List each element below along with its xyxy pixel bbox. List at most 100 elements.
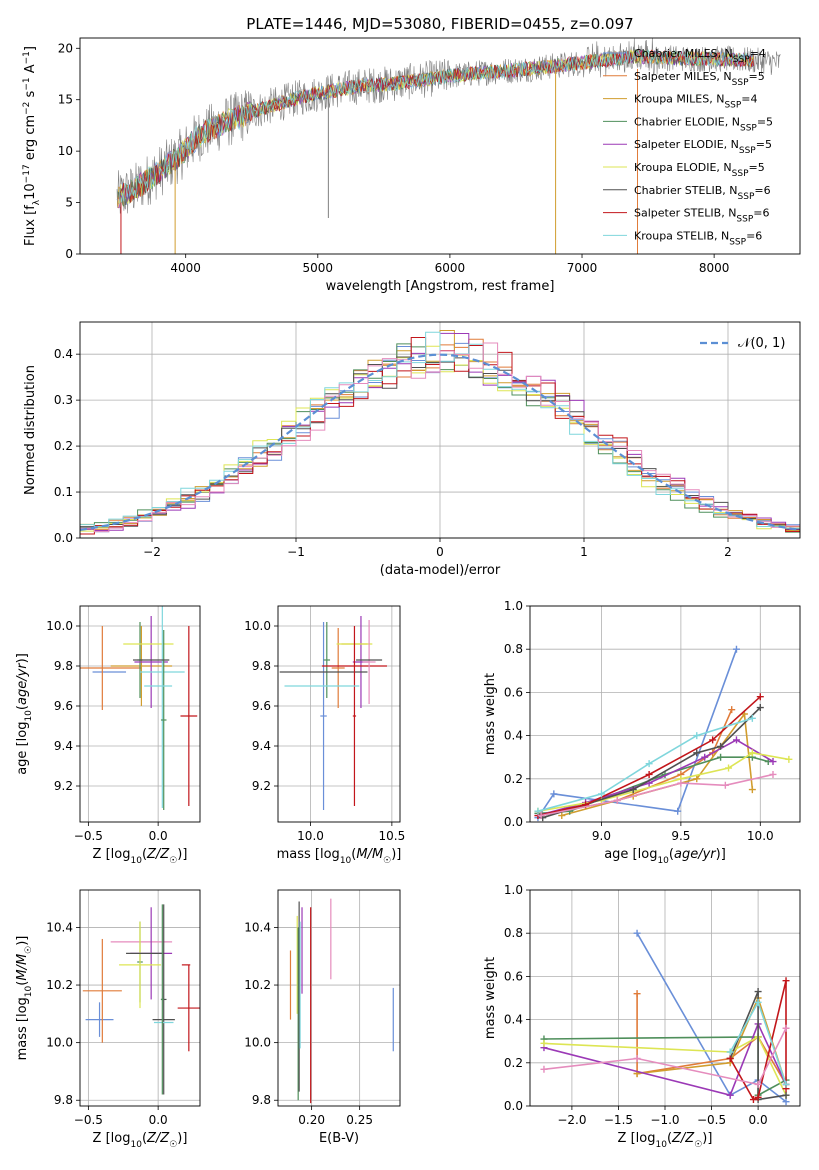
panel-massweight-vs-Z: −2.0 −1.5 −1.0 −0.5 0.0 0.0 0.2 0.4 0.6 0.8 1.0 Z […	[483, 883, 801, 1150]
label-part: ☉	[694, 1140, 702, 1150]
x-tick-label: 10.0	[747, 829, 774, 843]
model-spectrum-line	[118, 49, 755, 203]
plot-area	[116, 38, 781, 254]
plus-marker	[782, 1091, 790, 1099]
label-part: Z/Z	[146, 1131, 170, 1146]
label-part: ☉	[169, 856, 177, 866]
axes-frame	[79, 321, 801, 539]
plus-marker	[754, 1093, 762, 1101]
legend-entry: Chabrier STELIB, NSSP=6	[634, 184, 771, 202]
label-part: (	[667, 1131, 672, 1146]
label-part: 10	[23, 183, 38, 200]
plus-marker	[633, 929, 641, 937]
axes-frame	[79, 605, 201, 823]
label-part: age/yr	[15, 662, 30, 705]
x-tick-label: −0.5	[697, 1113, 726, 1127]
plus-marker	[756, 693, 764, 701]
label-part: A	[23, 64, 38, 77]
plus-marker	[701, 753, 709, 761]
x-axis-label: wavelength [Angstrom, rest frame]	[326, 279, 555, 294]
series-line	[540, 773, 774, 817]
x-tick-label: −1	[287, 545, 305, 559]
plus-marker	[732, 645, 740, 653]
label-part: mass weight	[483, 957, 498, 1039]
plus-marker	[597, 790, 605, 798]
y-tick-label: 9.2	[252, 779, 271, 793]
grid	[530, 605, 800, 823]
plus-marker	[558, 812, 566, 820]
histogram-step	[80, 342, 800, 533]
x-axis-label: Z [log10(Z/Z☉)]	[618, 1131, 713, 1150]
label-part: s	[23, 90, 38, 101]
y-axis-label: mass [log10(M/M☉)]	[15, 936, 34, 1061]
plus-marker	[550, 790, 558, 798]
y-tick-label: 0.2	[54, 439, 73, 453]
plus-marker	[693, 775, 701, 783]
x-tick-label: 0.20	[298, 1113, 325, 1127]
y-tick-label: 5	[65, 196, 73, 210]
x-tick-label: 4000	[170, 261, 201, 275]
legend-entry: Salpeter STELIB, NSSP=6	[634, 207, 770, 225]
label-part: Salpeter STELIB, N	[634, 207, 736, 220]
x-tick-label: −2.0	[557, 1113, 586, 1127]
axes-frame	[277, 889, 401, 1107]
plus-marker	[748, 749, 756, 757]
y-tick-label: 15	[58, 93, 73, 107]
legend-entry: 𝒩(0, 1)	[738, 336, 785, 351]
y-tick-label: 0.4	[504, 729, 523, 743]
plus-marker	[732, 736, 740, 744]
plus-marker	[633, 1054, 641, 1062]
label-part: mass weight	[483, 673, 498, 755]
plus-marker	[534, 807, 542, 815]
legend-entry: Salpeter ELODIE, NSSP=5	[634, 138, 772, 156]
y-tick-label: 10.0	[46, 1036, 73, 1050]
model-spectrum-line	[117, 49, 754, 205]
label-part: (	[15, 981, 30, 986]
label-part: erg cm	[23, 115, 38, 164]
figure-title: PLATE=1446, MJD=53080, FIBERID=0455, z=0…	[246, 15, 633, 33]
normal-reference-curve	[80, 353, 800, 531]
x-tick-label: 8000	[699, 261, 730, 275]
legend-entry: Kroupa STELIB, NSSP=6	[634, 229, 762, 247]
plot-area	[540, 929, 790, 1106]
y-tick-label: 0.6	[504, 685, 523, 699]
plus-marker	[748, 714, 756, 722]
label-part: SSP	[740, 123, 757, 133]
y-tick-label: 9.6	[252, 699, 271, 713]
x-tick-label: 7000	[567, 261, 598, 275]
panel-residuals: −2 −1 0 1 2 0.0 0.1 0.2 0.3 0.4 𝒩(0, 1) (data-model…	[23, 321, 801, 578]
label-part: SSP	[739, 146, 756, 156]
label-part: =4	[750, 47, 766, 60]
panel-age-vs-Z: −0.5 0.09.29.49.69.810.0Z [log10(Z/Z☉)]ag…	[15, 605, 201, 866]
legend-entry: Chabrier MILES, NSSP=4	[634, 47, 766, 65]
label-part: )]	[177, 1131, 187, 1146]
plot-area	[279, 616, 387, 810]
label-part: Z [log	[93, 1131, 131, 1146]
label-part: Salpeter ELODIE, N	[634, 138, 739, 151]
x-axis-label: (data-model)/error	[380, 563, 501, 578]
y-tick-label: 9.6	[54, 699, 73, 713]
legend-entry: Kroupa MILES, NSSP=4	[634, 93, 758, 111]
y-tick-label: 10.0	[46, 619, 73, 633]
y-tick-label: 0.2	[504, 772, 523, 786]
label-part: )]	[702, 1131, 712, 1146]
label-part: λ	[32, 199, 42, 205]
y-tick-label: 0.4	[504, 1013, 523, 1027]
axes-frame	[529, 605, 801, 823]
label-part: =6	[746, 229, 762, 242]
x-tick-label: 5000	[303, 261, 334, 275]
y-tick-label: 0.2	[504, 1056, 523, 1070]
plus-marker	[726, 1054, 734, 1062]
plus-marker	[721, 781, 729, 789]
y-tick-label: 10.2	[46, 978, 73, 992]
plus-marker	[540, 1065, 548, 1073]
plus-marker	[782, 1024, 790, 1032]
legend-entry: Chabrier ELODIE, NSSP=5	[634, 115, 773, 133]
label-part: Chabrier MILES, N	[634, 47, 733, 60]
y-tick-label: 0.0	[504, 1099, 523, 1113]
series-line	[543, 1027, 787, 1086]
y-tick-label: 10.0	[244, 1036, 271, 1050]
label-part: )]	[391, 847, 401, 862]
label-part: (	[669, 847, 674, 862]
label-part: Flux [f	[23, 205, 38, 246]
